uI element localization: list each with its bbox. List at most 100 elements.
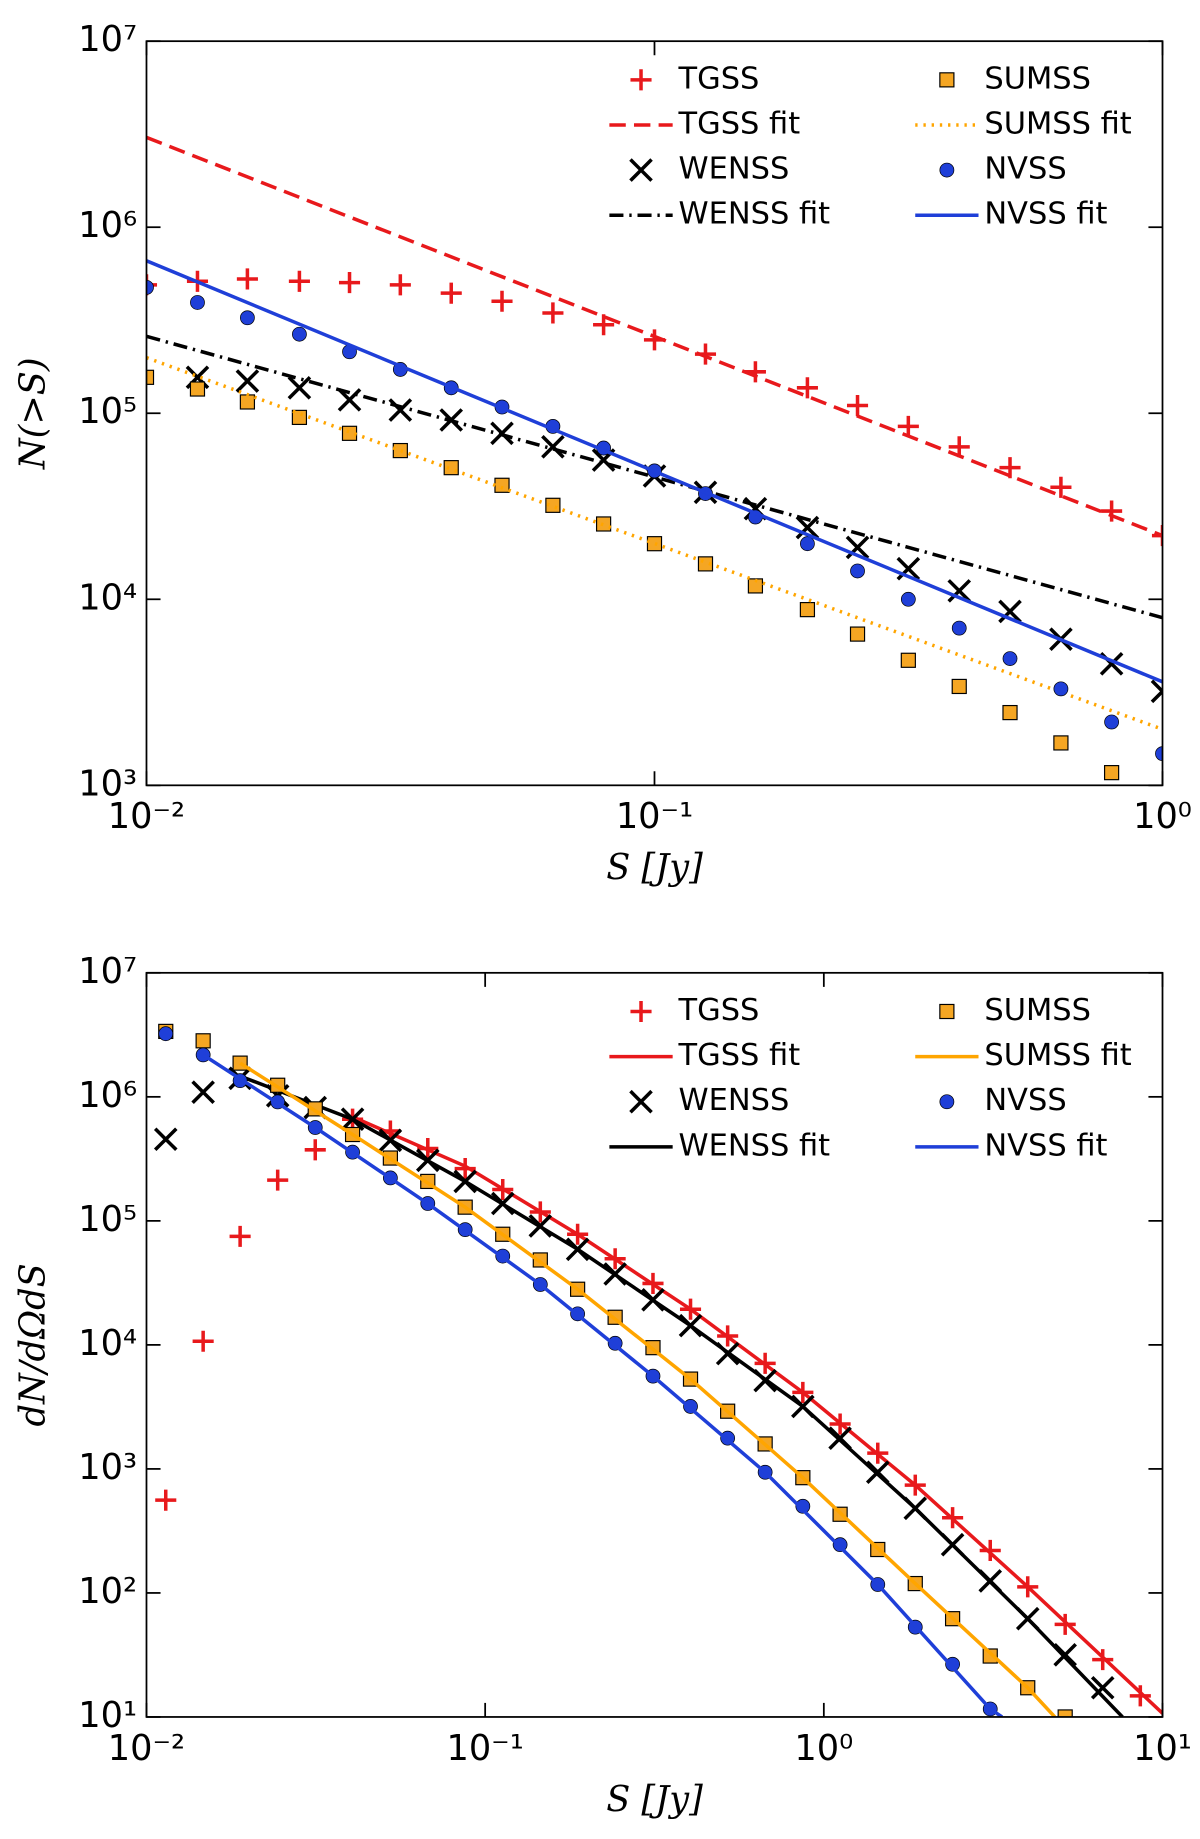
legend-marker (630, 69, 652, 91)
x-tick-label: 10⁰ (1133, 796, 1192, 837)
data-point (900, 652, 916, 668)
legend-label: SUMSS (984, 61, 1091, 96)
data-point (229, 1225, 251, 1247)
y-tick-label: 10¹ (78, 1695, 137, 1736)
data-point (189, 381, 206, 397)
legend-label: TGSS fit (678, 106, 801, 141)
y-axis-label: dN/dΩdS (13, 1263, 54, 1426)
data-point (341, 425, 358, 441)
data-point (849, 626, 866, 642)
legend-label: WENSS (679, 1083, 790, 1118)
data-point (846, 395, 869, 417)
legend-label: TGSS fit (678, 1038, 801, 1073)
data-point (795, 1498, 811, 1514)
data-point (192, 1330, 214, 1352)
legend-label: NVSS (984, 1083, 1066, 1118)
x-axis-label: S [Jy] (606, 1779, 703, 1820)
x-tick-label: 10⁻² (108, 1728, 185, 1769)
data-point (999, 457, 1021, 479)
x-tick-label: 10⁻¹ (616, 796, 693, 837)
data-point (494, 477, 510, 493)
data-point (799, 601, 816, 618)
fit-line (351, 1115, 1163, 1715)
data-point (191, 1080, 215, 1104)
data-point (982, 1648, 998, 1664)
fit-line (239, 1061, 1057, 1717)
legend-label: SUMSS (984, 993, 1091, 1028)
data-point (795, 515, 820, 540)
legend-marker (939, 1094, 955, 1110)
data-point (235, 369, 260, 393)
legend-label: NVSS fit (984, 1128, 1107, 1163)
data-point (1002, 704, 1018, 721)
data-point (146, 369, 155, 385)
plot-frame (145, 971, 1164, 1718)
data-point (951, 678, 967, 695)
data-point (593, 314, 615, 336)
data-point (897, 415, 919, 437)
data-point (1090, 1675, 1115, 1700)
y-tick-label: 10⁴ (78, 1323, 137, 1364)
plot-frame (145, 40, 1164, 787)
data-point (392, 442, 408, 459)
data-point (389, 274, 411, 296)
fit-line (146, 135, 1163, 538)
data-point (541, 435, 565, 459)
data-point (998, 599, 1022, 624)
data-point (1057, 1709, 1073, 1717)
data-point (153, 1127, 178, 1152)
fit-line (239, 1074, 1124, 1717)
data-point (195, 1033, 211, 1049)
legend-marker (630, 1000, 652, 1023)
data-point (945, 1656, 960, 1672)
data-point (287, 376, 312, 400)
data-point (304, 1139, 326, 1161)
y-tick-label: 10⁷ (78, 19, 137, 60)
data-point (158, 1026, 174, 1042)
legend-label: NVSS fit (984, 197, 1107, 232)
data-point (800, 536, 815, 552)
data-point (948, 436, 970, 458)
data-point (239, 394, 256, 410)
data-point (155, 1489, 177, 1511)
data-point (947, 579, 972, 603)
data-point (1150, 679, 1163, 704)
data-point (146, 274, 158, 296)
data-point (595, 516, 612, 532)
data-point (1053, 735, 1069, 751)
fit-line (146, 259, 1163, 684)
data-point (236, 268, 258, 290)
data-point (979, 1539, 1001, 1562)
fit-line (202, 1053, 1004, 1717)
data-point (896, 556, 921, 581)
y-tick-label: 10³ (78, 763, 137, 804)
data-point (240, 310, 255, 326)
y-tick-label: 10² (78, 1571, 137, 1612)
y-tick-label: 10⁶ (78, 1075, 137, 1116)
plot-area (153, 1023, 1163, 1717)
data-point (1151, 525, 1163, 547)
data-point (850, 563, 865, 579)
x-tick-label: 10⁻² (108, 796, 185, 837)
y-axis-label: N(>S) (13, 357, 54, 470)
y-tick-label: 10⁷ (78, 951, 137, 992)
data-point (1104, 714, 1119, 730)
data-point (747, 578, 764, 594)
legend-marker (939, 72, 955, 88)
data-point (1155, 746, 1163, 762)
data-point (338, 272, 361, 294)
y-tick-label: 10⁵ (78, 1199, 137, 1240)
legend-marker (939, 1003, 955, 1020)
data-point (951, 620, 967, 636)
data-point (1050, 476, 1072, 498)
data-point (646, 536, 663, 552)
legend-label: SUMSS fit (984, 106, 1131, 141)
data-point (288, 270, 310, 292)
x-tick-label: 10⁰ (794, 1728, 853, 1769)
data-point (491, 290, 513, 312)
data-point (440, 282, 462, 304)
legend-label: NVSS (984, 152, 1066, 187)
data-point (292, 326, 307, 342)
